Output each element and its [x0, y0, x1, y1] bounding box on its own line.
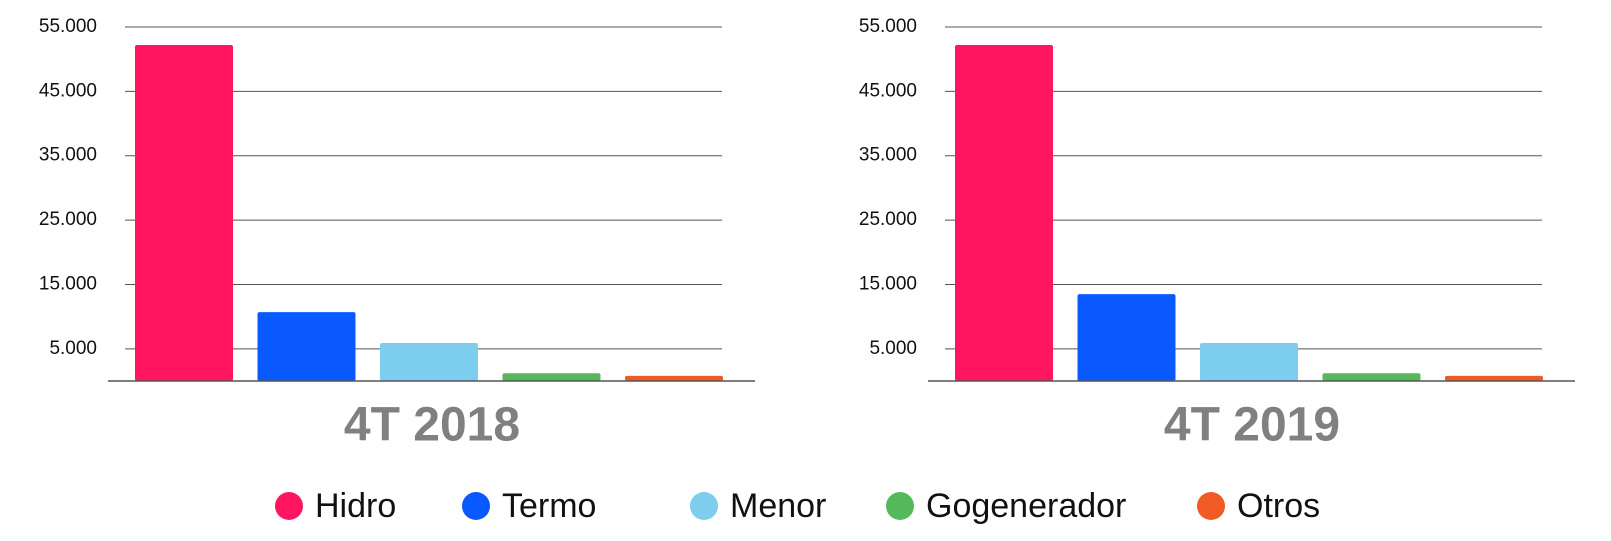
y-tick-label: 55.000	[39, 16, 97, 37]
y-tick-label: 25.000	[39, 209, 97, 230]
y-tick-label: 35.000	[39, 145, 97, 166]
legend-label: Menor	[730, 487, 826, 525]
legend-swatch	[1197, 492, 1225, 520]
y-tick-label: 45.000	[859, 80, 917, 101]
y-tick-label: 55.000	[859, 16, 917, 37]
legend-label: Hidro	[315, 487, 396, 525]
legend-label: Gogenerador	[926, 487, 1126, 525]
legend-swatch	[886, 492, 914, 520]
y-tick-label: 15.000	[39, 273, 97, 294]
legend-swatch	[275, 492, 303, 520]
y-tick-label: 25.000	[859, 209, 917, 230]
bar	[625, 375, 723, 381]
legend-swatch	[462, 492, 490, 520]
bar	[1077, 294, 1176, 381]
chart-title: 4T 2018	[344, 399, 520, 452]
y-tick-label: 35.000	[859, 145, 917, 166]
bar	[1445, 375, 1543, 381]
bar	[257, 312, 356, 381]
y-tick-label: 5.000	[869, 338, 917, 359]
y-tick-label: 15.000	[859, 273, 917, 294]
y-tick-label: 5.000	[49, 338, 97, 359]
legend-label: Otros	[1237, 487, 1320, 525]
bar	[135, 45, 233, 381]
bar	[1322, 373, 1421, 381]
bar	[380, 343, 478, 381]
bar	[1200, 343, 1298, 381]
y-tick-label: 45.000	[39, 80, 97, 101]
legend-label: Termo	[502, 487, 596, 525]
chart-title: 4T 2019	[1164, 399, 1340, 452]
legend-swatch	[690, 492, 718, 520]
bar	[955, 45, 1053, 381]
bar	[502, 373, 601, 381]
